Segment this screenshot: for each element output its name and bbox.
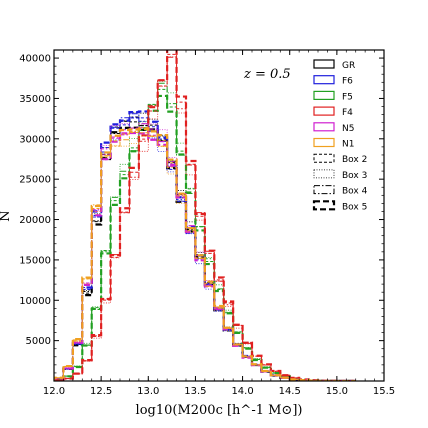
y-tick-label: 20000	[19, 215, 51, 226]
legend-swatch-n5	[313, 122, 335, 132]
x-tick-label: 13.5	[184, 386, 206, 397]
legend-label: F5	[342, 92, 353, 102]
x-tick-label: 12.0	[43, 386, 65, 397]
y-tick-label: 35000	[19, 94, 51, 105]
x-axis-ticks: 12.0 12.5 13.0 13.5 14.0 14.5 15.0 15.5	[43, 50, 395, 397]
legend-label: Box 2	[342, 155, 367, 165]
y-tick-label: 15000	[19, 255, 51, 266]
legend-swatch-n1	[313, 137, 335, 148]
legend-swatch-box-2	[313, 153, 335, 163]
legend-label: Box 4	[342, 187, 368, 197]
y-tick-label: 25000	[19, 175, 51, 186]
legend-label: F6	[342, 77, 353, 87]
histogram-layer	[54, 50, 356, 381]
legend-swatch-box-3	[313, 169, 335, 179]
plot-frame	[53, 49, 385, 382]
y-tick-label: 30000	[19, 134, 51, 145]
histogram-n1-box-5	[54, 127, 356, 381]
x-tick-label: 15.0	[326, 386, 348, 397]
legend-swatch-gr	[313, 59, 335, 69]
histogram-f4-box-5	[54, 50, 356, 381]
legend-label: GR	[342, 61, 355, 71]
legend-swatch-f6	[313, 75, 335, 85]
legend-label: Box 5	[342, 202, 367, 212]
y-tick-label: 5000	[26, 336, 51, 347]
x-axis-label: log10(M200c [h^-1 M⊙])	[136, 403, 303, 418]
legend-label: N5	[342, 124, 354, 134]
x-tick-label: 15.5	[373, 386, 395, 397]
y-axis-label: N	[0, 210, 13, 221]
y-tick-label: 10000	[19, 296, 51, 307]
legend-swatch-box-4	[313, 185, 335, 195]
y-axis-ticks: 5000 10000 15000 20000 25000 30000 35000 40000	[19, 49, 384, 374]
histogram-n5-box-3	[54, 123, 356, 381]
legend-swatch-f4	[313, 106, 335, 116]
x-tick-label: 13.0	[137, 386, 159, 397]
redshift-annotation: z = 0.5	[243, 67, 291, 82]
legend-label: N1	[342, 140, 354, 150]
x-tick-label: 14.5	[279, 386, 301, 397]
legend-swatch-box-5	[312, 200, 336, 211]
x-tick-label: 14.0	[231, 386, 253, 397]
legend: GR F6 F5 F4 N5 N1 Box 2 Box 3 Box 4 Box 5	[312, 59, 368, 212]
x-tick-label: 12.5	[90, 386, 112, 397]
y-tick-label: 40000	[19, 54, 51, 65]
legend-label: F4	[342, 108, 353, 118]
legend-swatch-f5	[313, 90, 335, 101]
legend-label: Box 3	[342, 171, 367, 181]
